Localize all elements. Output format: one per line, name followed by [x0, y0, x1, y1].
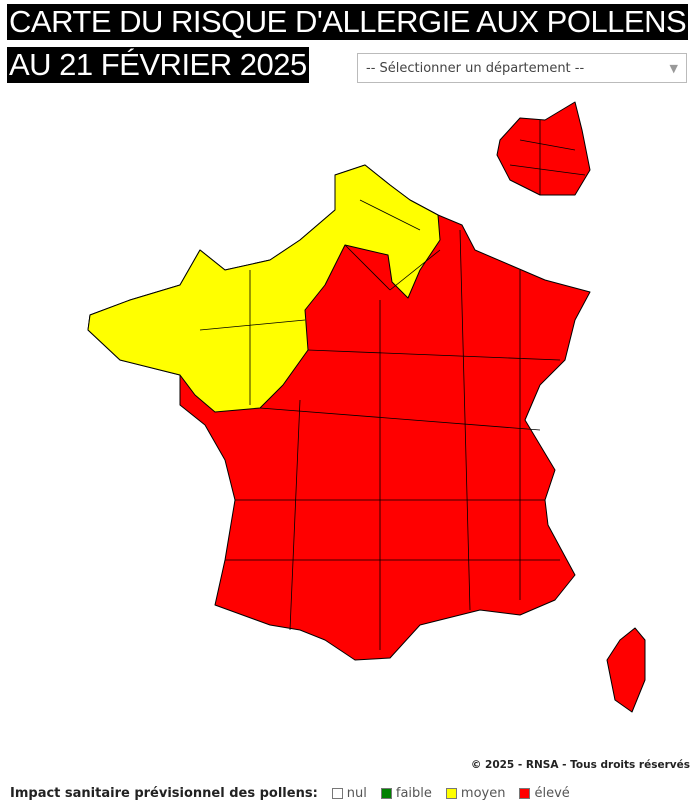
legend-item-eleve: élevé — [519, 786, 570, 801]
region-eleve-ile-de-france-inset[interactable] — [496, 101, 591, 196]
swatch-faible — [380, 788, 392, 799]
copyright: © 2025 - RNSA - Tous droits réservés — [470, 759, 690, 771]
page-title-line2: AU 21 FÉVRIER 2025 — [7, 47, 309, 83]
triangle-down-icon: ▼ — [669, 61, 678, 75]
page-title-line1: CARTE DU RISQUE D'ALLERGIE AUX POLLENS — [7, 4, 689, 40]
legend-item-nul: nul — [331, 786, 367, 801]
region-eleve-corsica[interactable] — [606, 627, 646, 713]
swatch-moyen — [445, 788, 457, 799]
department-select-value: -- Sélectionner un département -- — [366, 60, 585, 76]
department-borders — [199, 120, 586, 650]
swatch-nul — [331, 788, 343, 799]
legend-item-faible: faible — [380, 786, 432, 801]
region-moyen-northwest[interactable] — [87, 164, 441, 413]
swatch-eleve — [519, 788, 531, 799]
map-legend: Impact sanitaire prévisionnel des pollen… — [10, 786, 584, 801]
legend-label: Impact sanitaire prévisionnel des pollen… — [10, 786, 318, 801]
legend-item-moyen: moyen — [445, 786, 505, 801]
department-select[interactable]: -- Sélectionner un département -- ▼ — [357, 53, 687, 83]
